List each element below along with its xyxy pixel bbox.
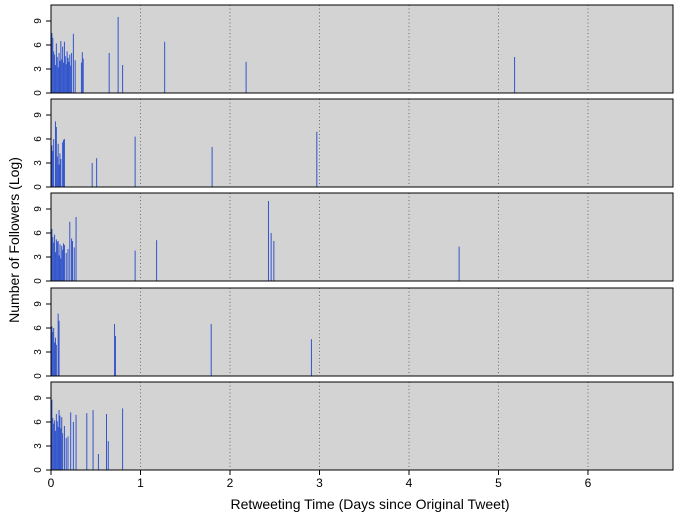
panel-frame xyxy=(50,192,674,282)
y-tick-label: 3 xyxy=(33,254,44,260)
panel-3: 0 3 6 9 xyxy=(33,192,674,284)
panel-5: 0 3 6 9 xyxy=(33,381,674,473)
y-axis-label: Number of Followers (Log) xyxy=(6,157,22,323)
y-tick-label: 0 xyxy=(33,278,44,284)
panel-frame xyxy=(50,381,674,471)
y-tick-label: 0 xyxy=(33,184,44,190)
y-tick-label: 9 xyxy=(33,395,44,401)
panel-2: 0 3 6 9 xyxy=(33,98,674,190)
y-tick-label: 9 xyxy=(33,18,44,24)
panel-background xyxy=(51,193,673,281)
x-axis: 0 1 2 3 4 5 6 xyxy=(48,470,592,490)
x-tick-label: 6 xyxy=(585,476,592,490)
panel-frame xyxy=(50,4,674,94)
x-tick-label: 4 xyxy=(406,476,413,490)
x-axis-label: Retweeting Time (Days since Original Twe… xyxy=(230,496,509,512)
y-tick-label: 6 xyxy=(33,419,44,425)
y-tick-label: 3 xyxy=(33,160,44,166)
panel-frame xyxy=(50,98,674,188)
x-tick-label: 3 xyxy=(316,476,323,490)
panel-background xyxy=(51,99,673,187)
y-tick-label: 0 xyxy=(33,90,44,96)
panel-background xyxy=(51,288,673,376)
panel-background xyxy=(51,382,673,470)
y-tick-label: 3 xyxy=(33,443,44,449)
x-tick-label: 1 xyxy=(137,476,144,490)
y-tick-label: 0 xyxy=(33,373,44,379)
x-tick-label: 2 xyxy=(227,476,234,490)
x-tick-label: 5 xyxy=(495,476,502,490)
panel-frame xyxy=(50,287,674,377)
panel-1: 0 3 6 9 xyxy=(33,4,674,96)
panel-4: 0 3 6 9 xyxy=(33,287,674,379)
y-tick-label: 6 xyxy=(33,325,44,331)
y-tick-label: 9 xyxy=(33,112,44,118)
y-tick-label: 6 xyxy=(33,230,44,236)
panels-layer: 0 3 6 9 0 3 6 9 0 3 6 9 0 3 6 9 0 3 6 9 xyxy=(33,4,674,473)
y-tick-label: 6 xyxy=(33,136,44,142)
x-tick-label: 0 xyxy=(48,476,55,490)
y-tick-label: 6 xyxy=(33,42,44,48)
panel-background xyxy=(51,5,673,93)
y-tick-label: 9 xyxy=(33,206,44,212)
y-tick-label: 3 xyxy=(33,66,44,72)
y-tick-label: 0 xyxy=(33,467,44,473)
y-tick-label: 3 xyxy=(33,349,44,355)
y-tick-label: 9 xyxy=(33,301,44,307)
